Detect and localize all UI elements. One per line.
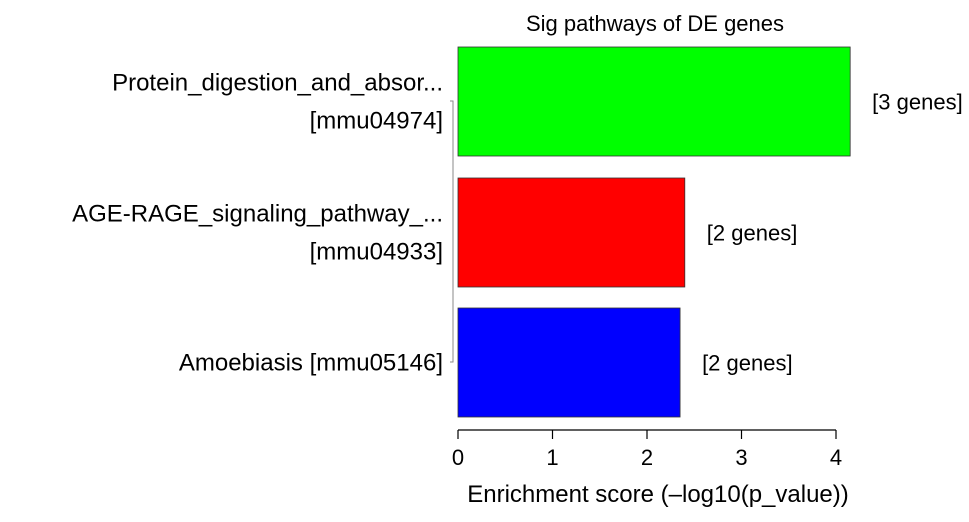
category-labels: Protein_digestion_and_absor... [mmu04974]…: [72, 70, 443, 377]
chart-title: Sig pathways of DE genes: [526, 11, 784, 36]
value-label-3: [2 genes]: [702, 351, 793, 376]
category-label-2-line-2: [mmu04933]: [310, 239, 443, 266]
x-axis-label: Enrichment score (–log10(p_value)): [467, 481, 849, 508]
value-label-1: [3 genes]: [872, 90, 963, 115]
x-axis: 0 1 2 3 4: [452, 429, 842, 470]
x-tick-label-3: 3: [735, 445, 747, 470]
category-bracket: [450, 100, 454, 363]
bar-3: [457, 307, 681, 418]
value-label-2: [2 genes]: [707, 221, 798, 246]
bar-2: [457, 177, 686, 288]
category-label-1-line-2: [mmu04974]: [310, 108, 443, 135]
category-label-1-line-1: Protein_digestion_and_absor...: [112, 70, 443, 97]
x-tick-label-0: 0: [452, 445, 464, 470]
bars-layer: [457, 46, 851, 418]
value-labels: [3 genes] [2 genes] [2 genes]: [702, 90, 963, 376]
category-label-3-line-1: Amoebiasis [mmu05146]: [179, 350, 443, 377]
x-tick-label-1: 1: [546, 445, 558, 470]
x-tick-label-4: 4: [830, 445, 842, 470]
bar-1: [457, 46, 851, 157]
category-label-2-line-1: AGE-RAGE_signaling_pathway_...: [72, 201, 443, 228]
x-tick-label-2: 2: [641, 445, 653, 470]
